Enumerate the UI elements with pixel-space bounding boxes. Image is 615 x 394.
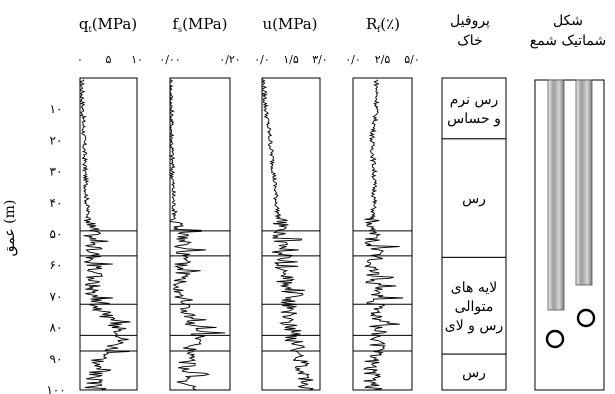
panel-frame <box>352 77 413 391</box>
panel-tick-label: ۰/۰ <box>254 53 270 66</box>
panel-tick-label: ۰/۰ <box>345 53 361 66</box>
trace-rf <box>362 79 404 391</box>
panel-tick-label: ۵/۰ <box>404 53 420 66</box>
wick-title-line1: شکل <box>553 13 583 29</box>
depth-tick-label: ۳۰ <box>50 165 63 179</box>
panel-frame <box>169 77 231 391</box>
depth-tick-label: ۱۰ <box>50 102 63 116</box>
depth-tick-labels: ۱۰ ۲۰ ۳۰ ۴۰ ۵۰ ۶۰ ۷۰ ۸۰ ۹۰ ۱۰۰ <box>46 102 65 394</box>
panel-header-qt: qt(MPa) <box>79 15 137 34</box>
panel-tick-label: ۵ <box>106 53 112 66</box>
soil-layer-label: رس <box>462 191 486 207</box>
panel-fs: ۰/۰۰ ۰/۲۰ <box>159 53 241 391</box>
depth-tick-label: ۷۰ <box>50 289 63 303</box>
soil-layer-label: لایه های متوالی رس و لای <box>445 280 503 334</box>
panel-header-rf: Rf(٪) <box>366 15 400 34</box>
panel-header-fs: fs(MPa) <box>172 15 227 34</box>
wick-sensor-right <box>576 308 596 328</box>
soil-layer-label: رس نرم و حساس <box>447 92 501 127</box>
panel-tick-label: ۰/۰۰ <box>159 53 180 66</box>
trace-u <box>261 79 314 391</box>
trace-qt <box>79 79 131 391</box>
soil-profile-column: رس نرم و حساس رس لایه های متوالی رس و لای رس <box>441 77 507 391</box>
soil-layer <box>441 138 507 258</box>
panel-tick-label: ۲/۵ <box>375 53 391 66</box>
soil-layer-label: رس <box>462 365 486 381</box>
panel-header-u: u(MPa) <box>262 15 317 33</box>
depth-tick-label: ۱۰۰ <box>46 383 65 394</box>
depth-tick-label: ۵۰ <box>50 227 63 241</box>
panel-rf: ۰/۰ ۲/۵ ۵/۰ <box>345 53 420 391</box>
wick-schematic <box>534 79 605 391</box>
panel-tick-label: ۰ <box>77 53 83 66</box>
soil-layer <box>441 353 507 391</box>
soil-layer <box>441 77 507 140</box>
panel-qt: ۰ ۵ ۱۰ <box>77 53 143 391</box>
wick-drain-left <box>547 79 565 311</box>
wick-title-line2: شماتیک شمع <box>530 33 606 49</box>
soil-profile-title-line1: پروفیل <box>450 13 490 29</box>
wick-drain-right <box>575 79 593 286</box>
panel-u: ۰/۰ ۱/۵ ۳/۰ <box>254 53 328 391</box>
panel-frame <box>79 77 138 391</box>
soil-profile-title-line2: خاک <box>457 33 482 49</box>
depth-axis-title: عمق (m) <box>2 200 18 257</box>
depth-tick-label: ۸۰ <box>50 321 63 335</box>
trace-fs <box>168 79 226 391</box>
panel-frame <box>261 77 321 391</box>
panel-tick-label: ۱۰ <box>131 53 143 66</box>
panel-tick-label: ۰/۲۰ <box>219 53 240 66</box>
wick-frame <box>534 79 605 391</box>
soil-layer <box>441 256 507 355</box>
depth-tick-label: ۲۰ <box>50 133 63 147</box>
depth-tick-label: ۴۰ <box>50 196 63 210</box>
depth-tick-label: ۹۰ <box>50 352 63 366</box>
depth-tick-label: ۶۰ <box>50 258 63 272</box>
wick-sensor-left <box>545 329 565 349</box>
panel-tick-label: ۱/۵ <box>283 53 299 66</box>
panel-tick-label: ۳/۰ <box>312 53 328 66</box>
